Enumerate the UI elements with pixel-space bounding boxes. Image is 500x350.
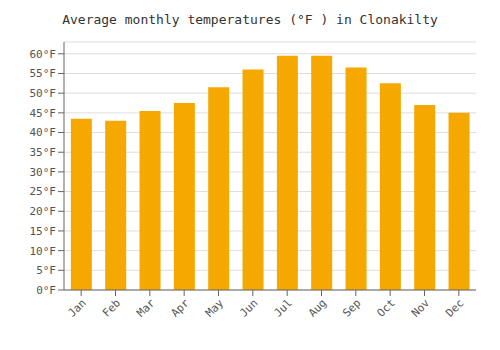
svg-text:Aug: Aug — [306, 296, 329, 319]
svg-text:20°F: 20°F — [30, 205, 57, 218]
svg-text:15°F: 15°F — [30, 225, 57, 238]
svg-text:Oct: Oct — [375, 296, 398, 319]
svg-text:0°F: 0°F — [36, 284, 56, 297]
svg-text:45°F: 45°F — [30, 107, 57, 120]
svg-text:Nov: Nov — [409, 296, 433, 320]
svg-text:Jan: Jan — [66, 296, 89, 319]
svg-text:Apr: Apr — [169, 296, 193, 320]
svg-text:Sep: Sep — [340, 296, 363, 319]
svg-text:Jun: Jun — [237, 296, 260, 319]
svg-text:May: May — [203, 296, 227, 320]
svg-text:40°F: 40°F — [30, 126, 57, 139]
svg-text:Jul: Jul — [272, 296, 295, 319]
svg-text:30°F: 30°F — [30, 166, 57, 179]
svg-text:35°F: 35°F — [30, 146, 57, 159]
svg-text:55°F: 55°F — [30, 67, 57, 80]
svg-text:Dec: Dec — [443, 296, 466, 319]
html-text:Average monthly temperatures (: Average monthly temperatures (°F ) in Cl… — [62, 12, 438, 27]
svg-text:25°F: 25°F — [30, 185, 57, 198]
svg-text:Mar: Mar — [134, 296, 158, 320]
svg-text:60°F: 60°F — [30, 48, 57, 61]
svg-text:5°F: 5°F — [36, 264, 56, 277]
svg-text:Feb: Feb — [100, 296, 123, 319]
svg-text:10°F: 10°F — [30, 245, 57, 258]
svg-text:50°F: 50°F — [30, 87, 57, 100]
